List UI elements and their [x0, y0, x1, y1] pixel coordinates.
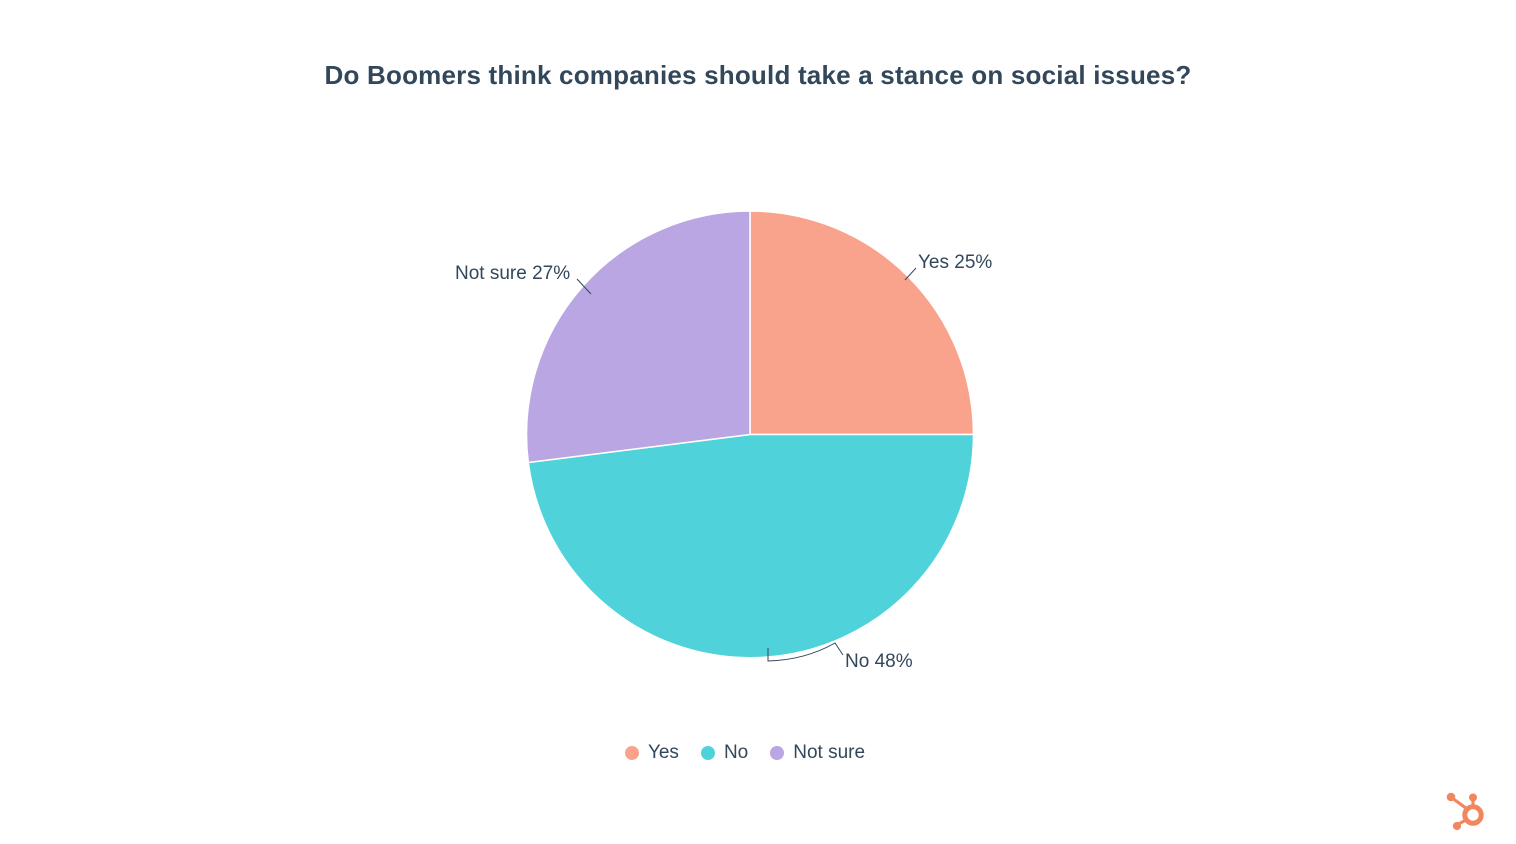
pie-slice-yes[interactable] [749, 210, 975, 436]
legend-label-not-sure: Not sure [793, 742, 866, 763]
legend-marker-no [700, 746, 715, 760]
legend-marker-yes [624, 746, 639, 760]
data-label-no: No 48% [845, 651, 913, 672]
label-connector-yes [904, 267, 917, 281]
legend-item-not-sure[interactable]: Not sure [770, 742, 865, 764]
label-connector-not-sure [576, 278, 592, 295]
legend-item-no[interactable]: No [700, 742, 749, 764]
legend-label-yes: Yes [647, 742, 679, 763]
hubspot-sprocket-logo-icon [1443, 787, 1491, 835]
legend-marker-not-sure [770, 746, 785, 760]
legend-label-no: No [723, 742, 749, 763]
sprocket-shape [1446, 792, 1484, 831]
legend-item-yes[interactable]: Yes [624, 742, 679, 764]
pie-slices [525, 210, 975, 659]
label-connector-no [767, 642, 844, 662]
pie-slice-no[interactable] [527, 433, 975, 659]
legend: Yes No Not sure [0, 742, 1503, 764]
chart-title: Do Boomers think companies should take a… [324, 60, 1192, 90]
data-label-yes: Yes 25% [918, 252, 993, 273]
data-label-not-sure: Not sure 27% [455, 263, 571, 284]
pie-slice-not-sure[interactable] [525, 210, 751, 464]
